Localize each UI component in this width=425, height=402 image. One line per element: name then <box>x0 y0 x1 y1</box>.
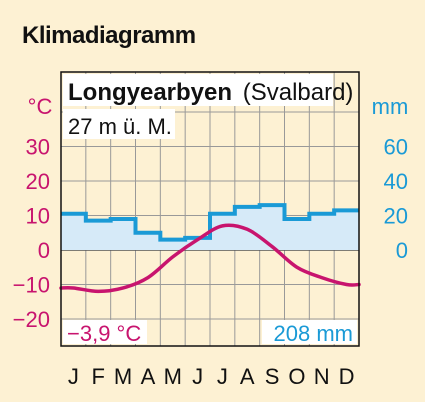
temp-axis-unit: °C <box>28 94 53 119</box>
temp-tick-label: 10 <box>26 204 50 229</box>
month-tick-label: M <box>114 364 132 389</box>
precip-tick-label: 60 <box>384 135 408 160</box>
precip-tick-label: 40 <box>384 169 408 194</box>
month-tick-label: O <box>288 364 305 389</box>
month-tick-label: F <box>92 364 105 389</box>
temp-tick-label: −20 <box>13 307 50 332</box>
month-tick-label: A <box>141 364 156 389</box>
station-label: Longyearbyen (Svalbard) <box>68 79 353 106</box>
precipitation-line <box>61 203 359 242</box>
month-tick-label: S <box>265 364 280 389</box>
month-tick-label: N <box>314 364 330 389</box>
month-tick-label: J <box>192 364 203 389</box>
month-tick-label: J <box>217 364 228 389</box>
temp-tick-label: 20 <box>26 169 50 194</box>
temp-tick-label: 0 <box>38 238 50 263</box>
annual-precip-bg <box>262 320 357 344</box>
month-tick-label: J <box>68 364 79 389</box>
month-tick-label: D <box>339 364 355 389</box>
month-tick-label: M <box>164 364 182 389</box>
station-region: (Svalbard) <box>243 79 354 106</box>
mean-temp-bg <box>63 320 147 344</box>
month-tick-label: A <box>240 364 255 389</box>
annual-precip-label: 208 mm <box>274 321 353 346</box>
precip-tick-label: 20 <box>384 204 408 229</box>
precip-tick-label: 0 <box>396 238 408 263</box>
precip-axis-unit: mm <box>372 94 409 119</box>
temperature-line <box>59 223 361 294</box>
temp-tick-label: 30 <box>26 135 50 160</box>
elevation-label-bg <box>63 109 175 139</box>
page-title: Klimadiagramm <box>22 22 196 49</box>
station-label-bg <box>63 74 333 106</box>
chart-frame <box>60 71 360 347</box>
mean-temp-label: −3,9 °C <box>67 321 141 346</box>
temp-tick-label: −10 <box>13 273 50 298</box>
elevation-label: 27 m ü. M. <box>68 114 172 139</box>
precip-axis-ticks: 60 40 20 0 <box>384 135 408 264</box>
station-name: Longyearbyen <box>68 79 232 106</box>
temp-axis-ticks: 30 20 10 0 −10 −20 <box>13 135 50 333</box>
